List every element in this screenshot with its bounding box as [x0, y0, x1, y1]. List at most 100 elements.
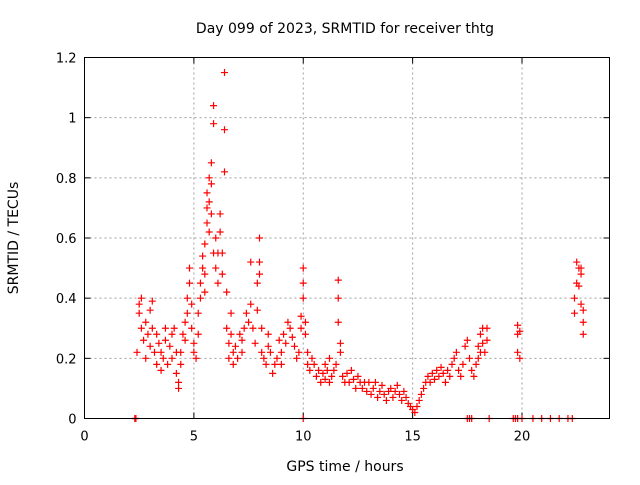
data-point	[378, 381, 386, 389]
data-point	[172, 369, 180, 377]
data-point	[188, 324, 196, 332]
data-point	[428, 369, 436, 377]
data-point	[474, 342, 482, 350]
data-point	[140, 336, 148, 344]
data-point	[238, 336, 246, 344]
data-point	[205, 174, 213, 182]
data-point	[415, 396, 423, 404]
data-point	[234, 354, 242, 362]
data-point	[168, 330, 176, 338]
data-point	[459, 360, 467, 368]
x-tick-label: 10	[295, 430, 312, 445]
data-points	[131, 69, 587, 422]
data-point	[323, 366, 331, 374]
data-point	[133, 348, 141, 356]
data-point	[183, 309, 191, 317]
data-point	[275, 336, 283, 344]
data-point	[212, 234, 220, 242]
data-point	[301, 318, 309, 326]
data-point	[192, 354, 200, 362]
data-point	[245, 318, 253, 326]
data-point	[339, 372, 347, 380]
data-point	[146, 306, 154, 314]
x-tick-label: 5	[190, 430, 198, 445]
data-point	[577, 270, 585, 278]
data-point	[345, 378, 353, 386]
data-point	[291, 342, 298, 350]
data-point	[371, 378, 379, 386]
data-point	[402, 393, 410, 401]
data-point	[236, 330, 244, 338]
data-point	[293, 354, 301, 362]
data-point	[444, 366, 452, 374]
data-point	[212, 264, 220, 272]
data-point	[210, 120, 218, 128]
data-point	[161, 324, 169, 332]
data-point	[186, 279, 193, 287]
data-point	[157, 348, 165, 356]
data-point	[446, 372, 454, 380]
data-point	[231, 342, 239, 350]
data-point	[332, 360, 340, 368]
data-point	[334, 276, 342, 284]
data-point	[135, 309, 143, 317]
data-point	[321, 375, 329, 383]
data-point	[367, 390, 375, 398]
data-point	[153, 360, 161, 368]
data-point	[350, 375, 358, 383]
data-point	[229, 348, 237, 356]
data-point	[188, 300, 196, 308]
data-point	[166, 342, 174, 350]
data-point	[151, 348, 158, 356]
data-point	[203, 204, 211, 212]
data-point	[400, 387, 408, 395]
data-point	[334, 318, 342, 326]
data-point	[369, 384, 377, 392]
data-point	[411, 408, 419, 416]
data-point	[334, 294, 342, 302]
data-point	[398, 396, 406, 404]
data-point	[317, 378, 325, 386]
x-axis-title: GPS time / hours	[286, 459, 403, 475]
data-point	[251, 339, 259, 347]
data-point	[299, 264, 307, 272]
data-point	[264, 330, 272, 338]
data-point	[483, 324, 491, 332]
data-point	[321, 360, 329, 368]
data-point	[207, 159, 215, 167]
data-point	[288, 333, 296, 341]
y-tick-label: 0	[68, 413, 76, 428]
data-point	[247, 300, 255, 308]
data-point	[216, 228, 224, 236]
data-point	[218, 249, 226, 257]
data-point	[161, 336, 169, 344]
data-point	[393, 381, 401, 389]
data-point	[336, 339, 344, 347]
data-point	[461, 342, 469, 350]
data-point	[177, 348, 185, 356]
data-point	[470, 372, 478, 380]
data-point	[153, 330, 161, 338]
data-point	[155, 339, 163, 347]
data-point	[240, 324, 248, 332]
data-point	[396, 390, 403, 398]
data-point	[347, 366, 355, 374]
data-point	[299, 279, 307, 287]
x-tick-label: 0	[80, 430, 88, 445]
data-point	[225, 339, 233, 347]
data-point	[457, 372, 465, 380]
data-point	[225, 354, 233, 362]
data-point	[479, 339, 487, 347]
data-point	[284, 318, 292, 326]
data-point	[306, 366, 314, 374]
data-point	[146, 342, 154, 350]
data-point	[170, 324, 178, 332]
data-point	[376, 387, 384, 395]
data-point	[417, 390, 425, 398]
data-point	[439, 369, 447, 377]
data-point	[352, 384, 360, 392]
data-point	[343, 369, 351, 377]
data-point	[380, 390, 388, 398]
data-point	[137, 324, 145, 332]
data-point	[354, 372, 362, 380]
